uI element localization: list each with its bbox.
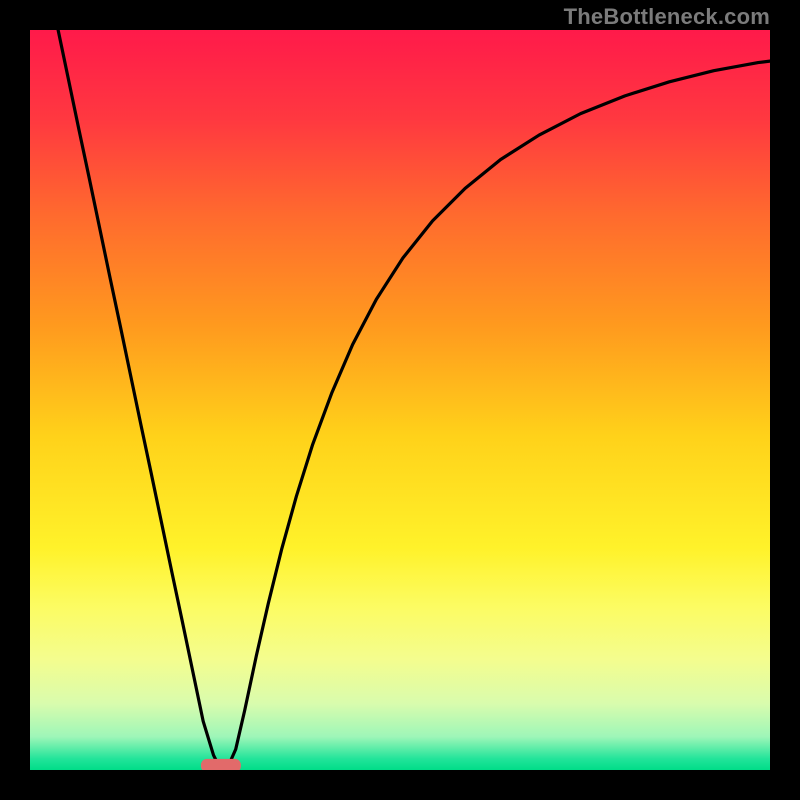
trough-marker [201, 759, 241, 770]
plot-area [30, 30, 770, 770]
watermark-text: TheBottleneck.com [564, 4, 770, 29]
watermark: TheBottleneck.com [564, 4, 770, 30]
gradient-bg [30, 30, 770, 770]
chart-container: TheBottleneck.com [0, 0, 800, 800]
